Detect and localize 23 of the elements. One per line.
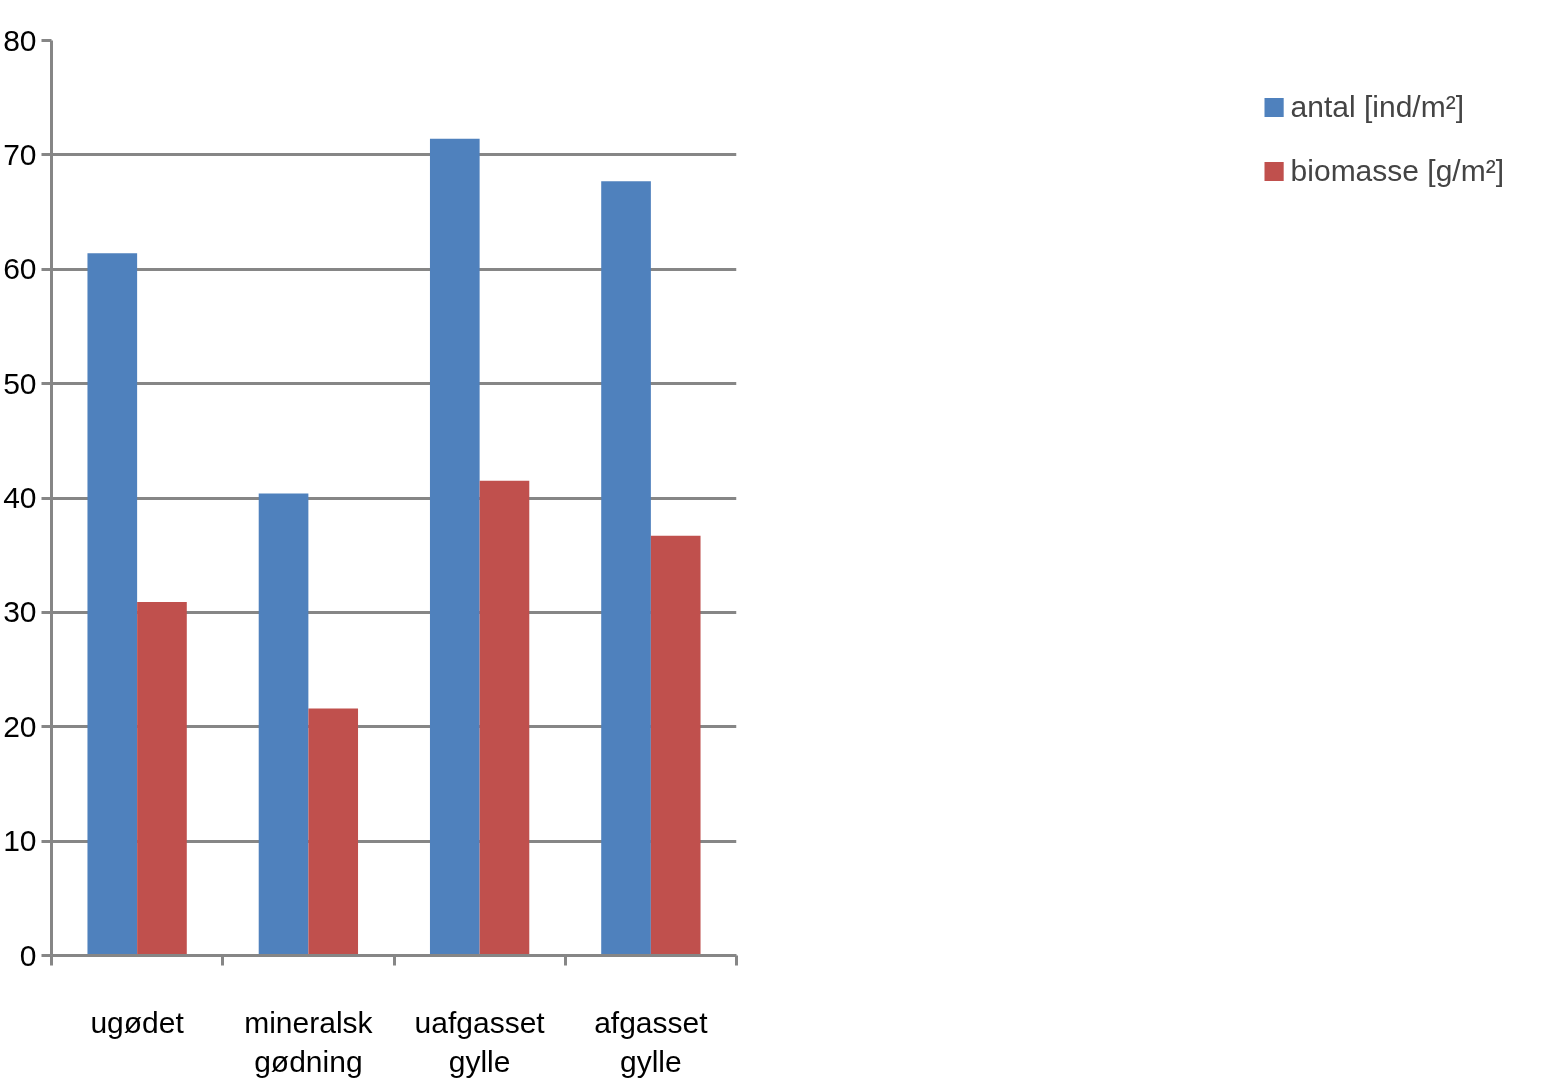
bar — [650, 535, 701, 956]
bar — [601, 181, 651, 956]
y-tick-label: 40 — [3, 481, 37, 514]
y-tick-label: 10 — [3, 824, 37, 858]
bar — [258, 493, 309, 956]
bar — [87, 253, 138, 956]
legend-label: antal [ind/m²] — [1290, 90, 1465, 124]
bar — [308, 708, 359, 956]
x-tick-label: uafgasset gylle — [414, 1005, 546, 1079]
y-tick-label: 60 — [3, 252, 37, 286]
y-tick-label: 30 — [3, 595, 37, 629]
legend-label: biomasse [g/m²] — [1290, 154, 1504, 188]
y-tick-label: 20 — [3, 709, 37, 743]
y-tick-label: 50 — [3, 366, 37, 400]
x-tick-label: ugødet — [90, 1005, 185, 1039]
x-tick-label: afgasset gylle — [594, 1005, 709, 1079]
x-tick-label: mineralsk gødning — [244, 1005, 374, 1079]
y-tick-label: 70 — [3, 137, 37, 171]
y-tick-label: 0 — [19, 938, 37, 972]
bar — [429, 138, 480, 956]
y-tick-label: 80 — [3, 23, 37, 57]
bar — [137, 602, 187, 956]
bar — [479, 480, 530, 956]
